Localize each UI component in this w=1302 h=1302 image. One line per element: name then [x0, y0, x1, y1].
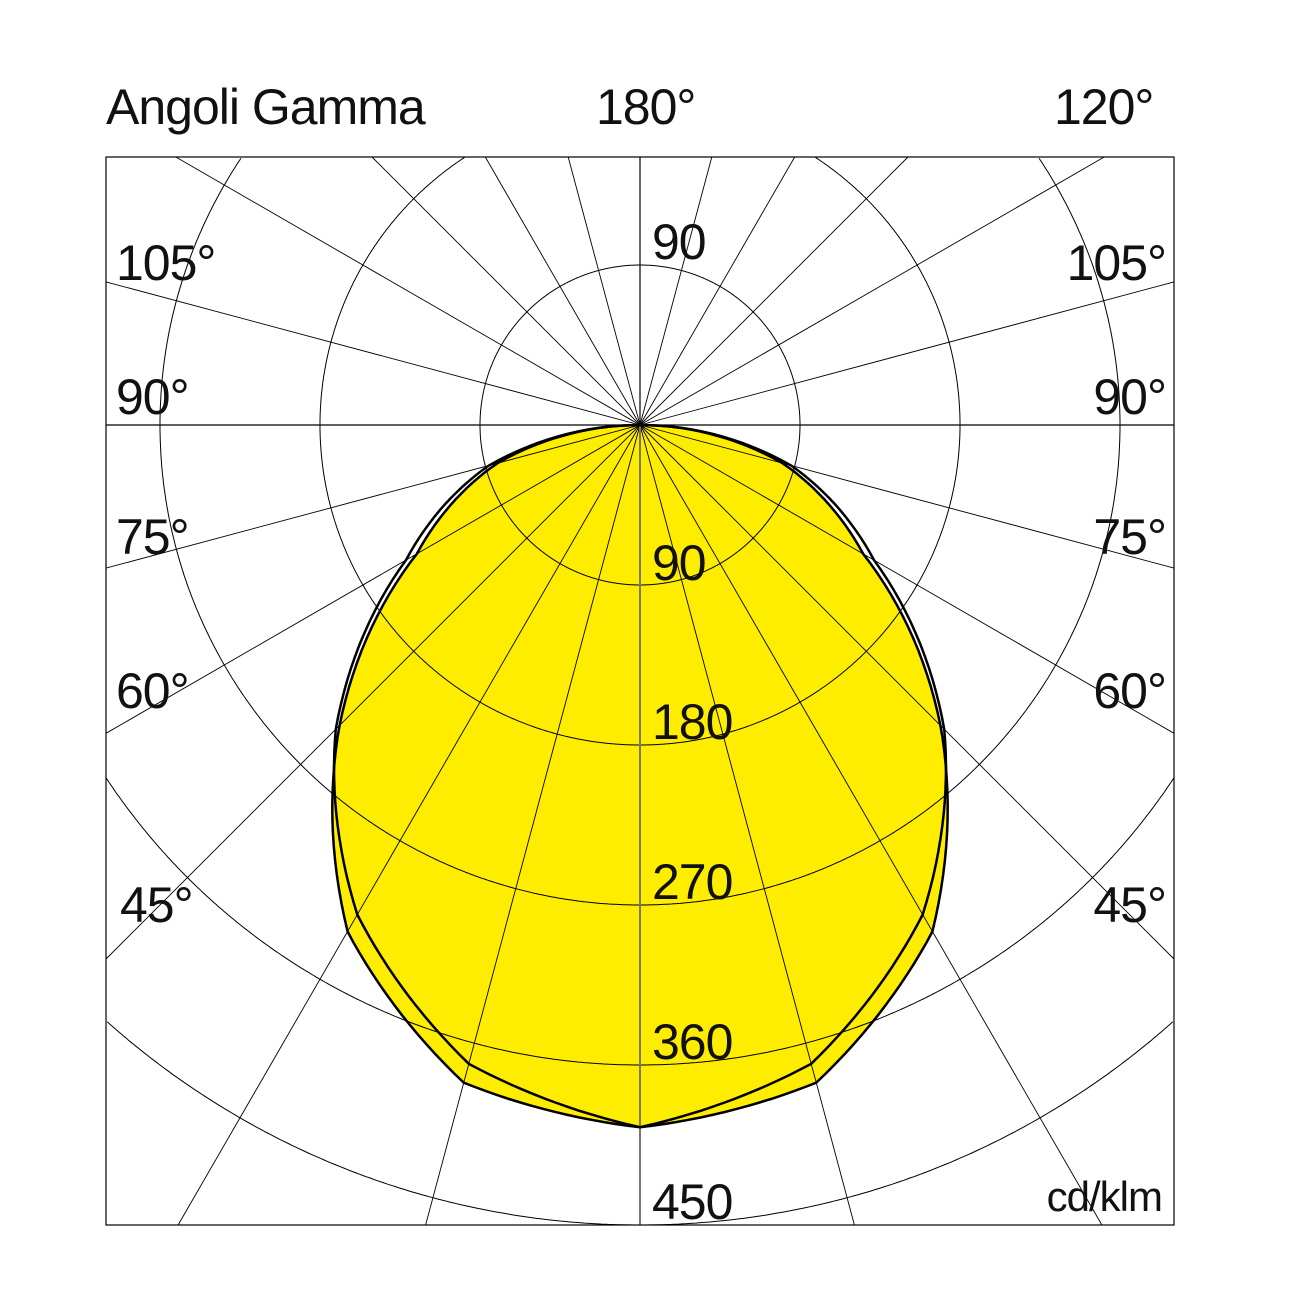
ray-165: [639, 156, 713, 426]
ray-345: [425, 424, 641, 1226]
ring-label: 90: [652, 214, 707, 270]
plot-area: [105, 156, 1175, 1226]
right-angle-label: 105°: [1066, 235, 1167, 291]
unit-label: cd/klm: [1046, 1173, 1163, 1220]
ray-195: [567, 156, 641, 426]
ray-30: [639, 424, 1103, 1226]
frame: [105, 156, 1175, 1226]
ring-label: 450: [652, 1174, 733, 1230]
left-angle-label: 75°: [116, 509, 190, 565]
left-angle-label: 90°: [116, 369, 190, 425]
ray-315: [105, 424, 641, 960]
ray-330: [177, 424, 641, 1226]
left-angle-label: 105°: [116, 235, 216, 291]
ray-300: [105, 424, 641, 734]
diagram-title: Angoli Gamma: [106, 79, 426, 135]
right-angle-label: 45°: [1093, 877, 1167, 933]
ray-240: [175, 156, 641, 426]
left-angle-label: 60°: [116, 663, 190, 719]
ray-255: [105, 281, 641, 426]
ray-210: [484, 156, 641, 426]
ring-270: [159, 158, 1121, 906]
ring-label: 360: [652, 1014, 733, 1070]
ray-150: [639, 156, 796, 426]
ray-15: [639, 424, 855, 1226]
left-angle-label: 45°: [120, 877, 194, 933]
ray-105: [639, 281, 1175, 426]
ray-75: [639, 424, 1175, 569]
ray-45: [639, 424, 1175, 960]
ray-225: [371, 156, 641, 426]
ring-label: 270: [652, 854, 733, 910]
ray-135: [639, 156, 909, 426]
ring-label: 180: [652, 694, 733, 750]
right-angle-label: 75°: [1093, 509, 1167, 565]
top-angle-label-120: 120°: [1054, 79, 1154, 135]
top-angle-label-180: 180°: [596, 79, 696, 135]
ray-60: [639, 424, 1175, 734]
ray-120: [639, 156, 1105, 426]
ring-180: [319, 156, 961, 746]
intensity-curve-outline: [332, 423, 948, 1129]
right-angle-label: 90°: [1093, 369, 1167, 425]
ray-285: [105, 424, 641, 569]
ring-label: 90: [652, 535, 707, 591]
right-angle-label: 60°: [1093, 663, 1167, 719]
